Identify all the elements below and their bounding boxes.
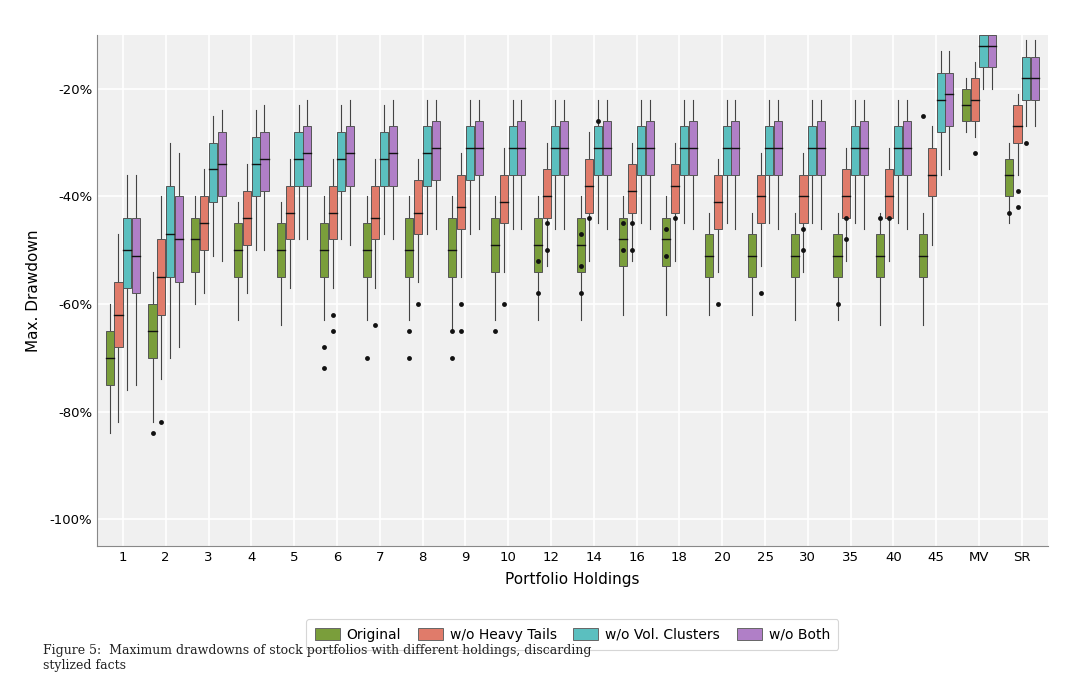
Bar	[757, 175, 765, 223]
Bar	[158, 239, 165, 315]
Bar	[552, 127, 559, 175]
Bar	[200, 197, 208, 250]
Bar	[603, 121, 611, 175]
Bar	[328, 186, 337, 239]
Y-axis label: Max. Drawdown: Max. Drawdown	[26, 230, 41, 351]
Bar	[208, 143, 217, 202]
Bar	[260, 132, 269, 191]
Bar	[448, 218, 456, 277]
Bar	[432, 121, 440, 180]
Bar	[303, 127, 311, 186]
Bar	[723, 127, 731, 175]
Bar	[491, 218, 499, 272]
Bar	[980, 35, 987, 67]
Bar	[799, 175, 808, 223]
Bar	[988, 35, 997, 67]
Bar	[945, 73, 954, 127]
Bar	[1013, 105, 1022, 143]
Bar	[679, 127, 688, 175]
Bar	[380, 132, 388, 186]
Bar	[191, 218, 200, 272]
Bar	[731, 121, 740, 175]
Bar	[295, 132, 302, 186]
Bar	[286, 186, 294, 239]
Bar	[808, 127, 816, 175]
Bar	[175, 197, 183, 282]
Bar	[594, 127, 603, 175]
Bar	[885, 169, 893, 218]
Bar	[919, 234, 927, 277]
Bar	[561, 121, 568, 175]
Bar	[457, 175, 465, 229]
Bar	[276, 223, 285, 277]
Bar	[465, 127, 474, 180]
Bar	[928, 148, 936, 197]
Bar	[637, 127, 645, 175]
Bar	[234, 223, 242, 277]
Bar	[842, 169, 850, 218]
Bar	[774, 121, 782, 175]
Bar	[791, 234, 799, 277]
Bar	[747, 234, 756, 277]
Bar	[509, 127, 516, 175]
Bar	[389, 127, 397, 186]
Bar	[646, 121, 653, 175]
Bar	[114, 282, 122, 347]
Bar	[689, 121, 697, 175]
Bar	[962, 89, 970, 121]
Bar	[662, 218, 671, 266]
Bar	[876, 234, 885, 277]
Bar	[577, 218, 584, 272]
Bar	[517, 121, 525, 175]
Bar	[834, 234, 841, 277]
Bar	[860, 121, 868, 175]
Bar	[148, 304, 157, 358]
Bar	[337, 132, 346, 191]
Bar	[936, 73, 945, 132]
Bar	[816, 121, 825, 175]
Bar	[243, 191, 251, 245]
Bar	[542, 169, 551, 218]
Bar	[132, 218, 140, 293]
Bar	[372, 186, 379, 239]
Bar	[629, 164, 636, 213]
Bar	[1031, 57, 1039, 99]
Bar	[894, 127, 902, 175]
Bar	[346, 127, 354, 186]
Bar	[166, 186, 174, 277]
Bar	[423, 127, 431, 186]
Legend: Original, w/o Heavy Tails, w/o Vol. Clusters, w/o Both: Original, w/o Heavy Tails, w/o Vol. Clus…	[307, 620, 838, 650]
Text: Figure 5:  Maximum drawdowns of stock portfolios with different holdings, discar: Figure 5: Maximum drawdowns of stock por…	[43, 644, 592, 672]
Bar	[106, 331, 113, 384]
Bar	[218, 132, 226, 197]
Bar	[851, 127, 859, 175]
Bar	[252, 137, 260, 197]
Bar	[766, 127, 773, 175]
Bar	[714, 175, 721, 229]
Bar	[363, 223, 370, 277]
Bar	[474, 121, 483, 175]
Bar	[705, 234, 713, 277]
Bar	[620, 218, 627, 266]
Bar	[123, 218, 132, 288]
Bar	[903, 121, 910, 175]
Bar	[1023, 57, 1030, 99]
Bar	[671, 164, 679, 213]
Bar	[414, 180, 422, 234]
Bar	[1004, 159, 1013, 197]
Bar	[585, 159, 593, 213]
Bar	[500, 175, 508, 223]
X-axis label: Portfolio Holdings: Portfolio Holdings	[505, 572, 639, 587]
Bar	[971, 78, 978, 121]
Bar	[405, 218, 414, 277]
Bar	[534, 218, 542, 272]
Bar	[320, 223, 328, 277]
